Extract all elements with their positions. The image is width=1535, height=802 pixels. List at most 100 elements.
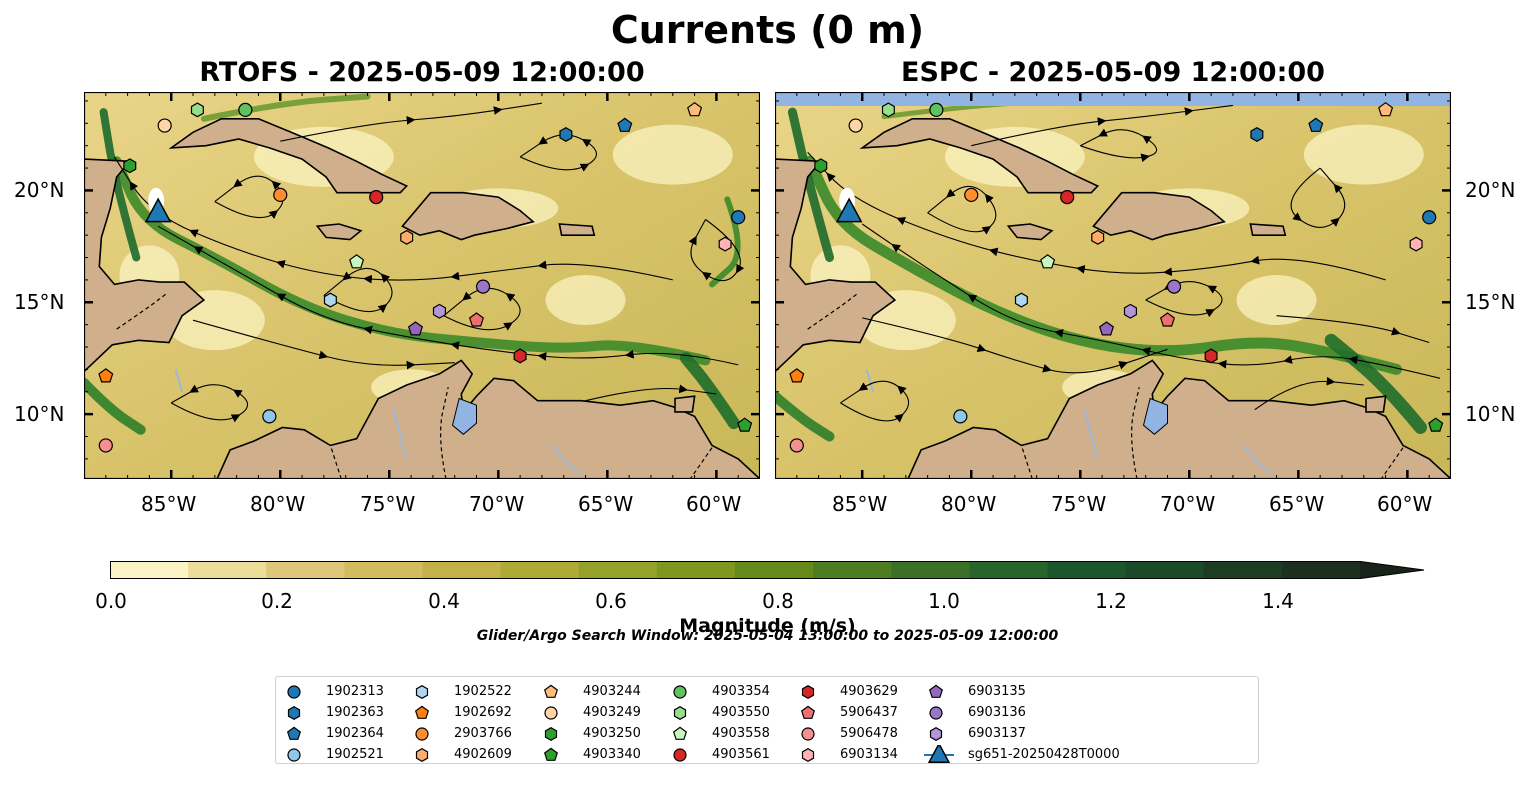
lat-label-10n-right: 10°N — [1465, 402, 1516, 426]
strong-current-band — [679, 352, 740, 430]
legend-circle-icon — [929, 705, 943, 720]
legend-marker — [800, 705, 816, 719]
legend-glider-icon — [927, 744, 951, 763]
lat-label-10n: 10°N — [14, 402, 65, 426]
legend-marker — [287, 747, 301, 762]
float-marker-4903244 — [687, 101, 703, 117]
strong-current-band — [84, 377, 146, 435]
puerto-rico-landmass — [558, 223, 596, 236]
colorbar-tick: 0.2 — [261, 589, 293, 613]
legend-marker — [544, 726, 558, 741]
legend-hexagon-icon — [287, 705, 301, 720]
streamline — [1080, 128, 1158, 163]
lon-label-70w: 70°W — [469, 492, 525, 516]
legend-marker — [543, 747, 559, 761]
lat-label-20n-right: 20°N — [1465, 178, 1516, 202]
lon-label-85w: 85°W — [141, 492, 197, 516]
float-marker-6903134 — [1409, 236, 1423, 252]
colorbar-tick: 1.4 — [1262, 589, 1294, 613]
legend-marker — [286, 726, 302, 740]
colorbar-segment — [735, 561, 814, 579]
streamline — [688, 219, 745, 282]
legend-hexagon-icon — [929, 726, 943, 741]
float-marker-4903354 — [238, 102, 253, 117]
lon-label-80w: 80°W — [250, 492, 306, 516]
legend-circle-icon — [544, 705, 558, 720]
panel-title-rtofs: RTOFS - 2025-05-09 12:00:00 — [199, 57, 645, 88]
trinidad-landmass — [674, 395, 696, 413]
streamline — [1254, 376, 1364, 411]
float-marker-6903136 — [1166, 279, 1182, 294]
legend-pentagon-icon — [286, 726, 302, 740]
float-marker-2903766 — [964, 187, 979, 203]
legend-label: sg651-20250428T0000 — [968, 747, 1120, 762]
colorbar-label: Magnitude (m/s) — [679, 615, 856, 637]
legend-label: 4903550 — [712, 705, 770, 720]
colorbar-segment — [1047, 561, 1127, 579]
lon-label-75w-espc: 75°W — [1051, 492, 1107, 516]
float-marker-4903249 — [848, 118, 863, 133]
legend-marker — [924, 744, 954, 763]
colorbar-tick: 0.6 — [595, 589, 627, 613]
float-marker-1902521 — [262, 409, 277, 424]
float-marker-4903250 — [123, 158, 137, 174]
float-marker-6903136 — [475, 279, 491, 294]
streamline — [1290, 167, 1346, 228]
legend-hexagon-icon — [673, 705, 687, 720]
lon-label-75w: 75°W — [360, 492, 416, 516]
rtofs-map — [84, 92, 760, 479]
streamline — [1276, 315, 1430, 344]
legend-item: 4902609 — [410, 744, 512, 765]
streamline — [170, 384, 249, 423]
float-marker-4903561 — [1060, 190, 1075, 205]
legend-circle-icon — [287, 747, 301, 762]
colorbar-segment — [813, 561, 892, 579]
colorbar-segment — [1281, 561, 1361, 579]
legend-item: 6903134 — [796, 744, 898, 765]
legend-marker — [929, 705, 943, 720]
legend-label: 5906437 — [840, 705, 898, 720]
legend-label: 5906478 — [840, 726, 898, 741]
legend-marker — [801, 747, 815, 762]
legend-label: 4903558 — [712, 726, 770, 741]
lon-label-60w: 60°W — [686, 492, 742, 516]
streamline — [862, 317, 1168, 374]
legend-marker — [414, 705, 430, 719]
float-marker-1902313 — [1422, 210, 1437, 225]
country-border — [1131, 387, 1140, 479]
trinidad-landmass — [1365, 395, 1387, 413]
legend-column: 4903244 4903249 4903250 4903340 — [539, 681, 641, 765]
legend-label: 4903250 — [583, 726, 641, 741]
legend-item: sg651-20250428T0000 — [924, 744, 1120, 765]
colorbar-segment — [969, 561, 1048, 579]
colorbar-segment — [422, 561, 502, 579]
float-marker-5906478 — [98, 438, 113, 453]
float-marker-4903550 — [881, 102, 895, 118]
legend-label: 1902522 — [454, 684, 512, 699]
float-marker-4903629 — [513, 348, 527, 364]
lon-label-85w-espc: 85°W — [832, 492, 888, 516]
float-marker-1902363 — [1250, 127, 1264, 142]
legend-marker — [673, 705, 687, 720]
strong-current-band — [200, 93, 371, 122]
streamline — [840, 380, 910, 423]
search-window-text: Glider/Argo Search Window: 2025-05-04 13… — [476, 628, 1059, 644]
panel-title-espc: ESPC - 2025-05-09 12:00:00 — [901, 57, 1325, 88]
legend-marker — [415, 684, 429, 699]
float-marker-4903629 — [1204, 348, 1218, 364]
float-marker-4903244 — [1378, 101, 1394, 117]
float-marker-1902521 — [953, 409, 968, 424]
streamline — [280, 102, 542, 142]
float-marker-6903135 — [1098, 321, 1115, 336]
legend-label: 4903629 — [840, 684, 898, 699]
colorbar-segment — [344, 561, 423, 579]
legend-label: 6903137 — [968, 726, 1026, 741]
legend-pentagon-icon — [543, 747, 559, 761]
legend-item: 4903249 — [539, 702, 641, 723]
strong-current-band — [775, 391, 835, 442]
legend-label: 6903134 — [840, 747, 898, 762]
map-panel-espc — [775, 92, 1451, 479]
country-border — [116, 292, 168, 330]
river — [551, 444, 582, 476]
legend: 1902313 1902363 1902364 1902521 1902522 19026… — [275, 676, 1259, 764]
